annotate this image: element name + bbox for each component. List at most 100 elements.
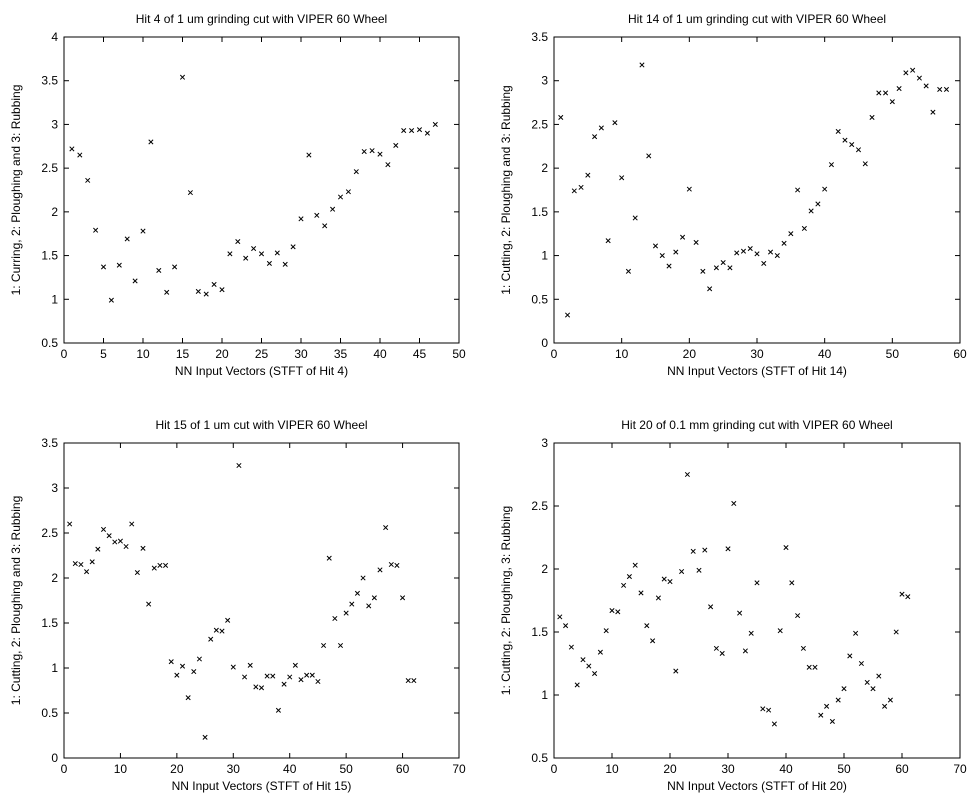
- data-point: [684, 471, 690, 478]
- data-point: [818, 712, 824, 718]
- x-tick-label: 0: [551, 762, 558, 776]
- data-point: [258, 251, 265, 257]
- y-tick-label: 3.5: [41, 436, 58, 450]
- data-point: [236, 462, 242, 469]
- y-tick-label: 3.5: [41, 74, 58, 88]
- data-point: [282, 261, 288, 267]
- data-point: [679, 568, 685, 575]
- data-point: [298, 677, 304, 683]
- y-tick-label: 3: [541, 436, 548, 450]
- x-tick-label: 10: [136, 347, 150, 361]
- data-point: [564, 312, 571, 318]
- data-point: [876, 90, 882, 96]
- data-point: [242, 674, 248, 680]
- data-point: [330, 206, 336, 212]
- data-point: [619, 175, 625, 181]
- data-point: [369, 148, 375, 154]
- data-point: [77, 152, 83, 158]
- y-tick-label: 1: [51, 292, 58, 306]
- data-point: [644, 623, 650, 629]
- data-point: [673, 249, 679, 255]
- data-point: [432, 121, 438, 127]
- data-point: [67, 521, 73, 527]
- data-point: [862, 161, 868, 167]
- data-point: [592, 671, 598, 677]
- x-tick-label: 10: [605, 762, 619, 776]
- data-point: [157, 562, 163, 568]
- x-tick-label: 50: [886, 347, 900, 361]
- data-point: [208, 636, 214, 642]
- data-point: [864, 679, 870, 685]
- data-point: [800, 645, 806, 651]
- data-point: [740, 248, 747, 254]
- data-point: [771, 721, 777, 727]
- data-point: [235, 239, 241, 245]
- data-point: [253, 684, 259, 690]
- data-point: [876, 673, 882, 679]
- data-point: [401, 127, 407, 134]
- data-point: [788, 231, 794, 237]
- y-tick-label: 2.5: [531, 499, 548, 513]
- data-point: [849, 141, 855, 148]
- chart-panel-3: Hit 15 of 1 um cut with VIPER 60 Wheel 0 1…: [9, 418, 466, 793]
- data-point: [140, 545, 146, 551]
- data-point: [719, 650, 725, 656]
- data-point: [713, 645, 719, 651]
- data-point: [219, 287, 225, 293]
- data-point: [842, 137, 848, 143]
- data-point: [815, 201, 821, 207]
- x-tick-label: 15: [176, 347, 190, 361]
- data-point: [795, 187, 801, 193]
- data-point: [896, 86, 902, 92]
- data-point: [905, 594, 911, 600]
- x-tick-label: 60: [895, 762, 909, 776]
- data-point: [720, 260, 726, 266]
- data-point: [179, 74, 186, 80]
- data-point: [666, 263, 672, 269]
- x-tick-label: 40: [283, 762, 297, 776]
- y-axis-label: 1: Cutting, 2: Ploughing and 3: Rubbing: [9, 496, 23, 705]
- data-point: [777, 628, 783, 634]
- data-point: [853, 630, 859, 636]
- chart-title: Hit 20 of 0.1 mm grinding cut with VIPER…: [621, 418, 892, 432]
- data-point: [123, 543, 129, 550]
- data-point: [394, 562, 400, 568]
- data-point: [661, 576, 667, 582]
- data-point: [686, 186, 692, 192]
- data-point: [646, 153, 652, 159]
- data-point: [129, 521, 135, 527]
- data-point: [580, 657, 586, 663]
- data-point: [225, 617, 231, 623]
- y-tick-label: 0: [51, 751, 58, 765]
- plot-frame: [63, 36, 460, 344]
- data-point: [734, 250, 740, 256]
- data-point: [774, 253, 780, 259]
- data-point: [887, 697, 893, 703]
- y-tick-label: 2.5: [531, 117, 548, 131]
- chart-panel-4: Hit 20 of 0.1 mm grinding cut with VIPER…: [499, 418, 967, 793]
- data-point: [795, 613, 801, 619]
- y-tick-label: 1: [541, 688, 548, 702]
- data-point: [337, 194, 344, 200]
- y-tick-label: 2.5: [41, 526, 58, 540]
- x-tick-label: 50: [339, 762, 353, 776]
- data-point: [586, 663, 592, 669]
- y-tick-label: 1: [51, 661, 58, 675]
- data-point: [191, 669, 197, 675]
- data-point: [304, 672, 310, 678]
- x-tick-label: 30: [227, 762, 241, 776]
- y-tick-label: 3.5: [531, 30, 548, 44]
- data-point: [202, 734, 208, 740]
- data-point: [847, 653, 853, 659]
- y-tick-label: 1: [541, 249, 548, 263]
- data-point: [727, 265, 733, 271]
- data-point: [309, 672, 315, 678]
- y-tick-label: 4: [51, 30, 58, 44]
- data-point: [828, 162, 834, 168]
- data-point: [835, 697, 841, 703]
- data-point: [652, 243, 659, 249]
- data-point: [632, 562, 638, 568]
- data-point: [213, 627, 219, 633]
- x-tick-label: 60: [953, 347, 967, 361]
- data-point: [85, 177, 91, 183]
